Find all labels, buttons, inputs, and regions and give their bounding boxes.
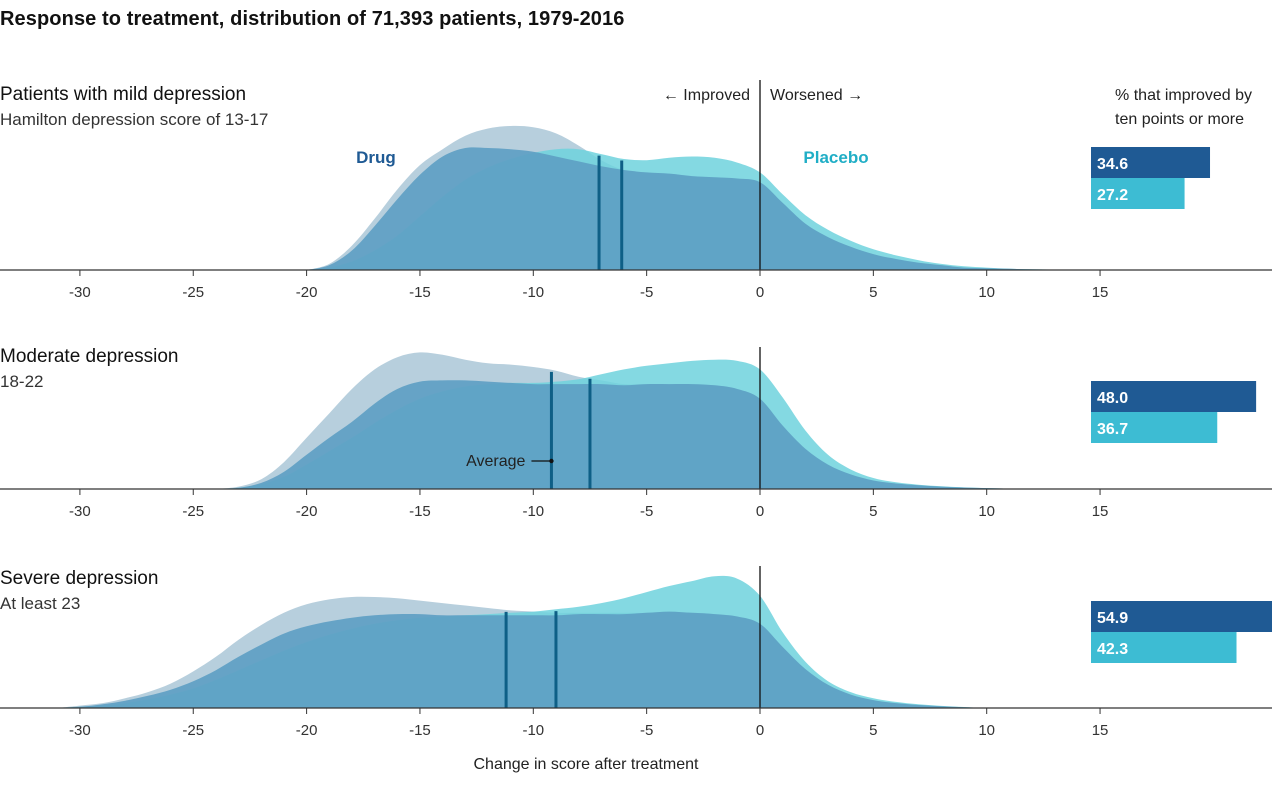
drug-pct-bar	[1091, 601, 1272, 632]
panel-title: Severe depression	[0, 568, 158, 589]
x-tick-label: -10	[522, 503, 544, 520]
average-pointer-dot	[549, 458, 554, 464]
placebo-series-label: Placebo	[803, 148, 868, 167]
x-tick-label: -25	[182, 503, 204, 520]
pct-header-line2: ten points or more	[1115, 111, 1244, 128]
x-tick-label: 0	[756, 284, 764, 301]
drug-pct-bar	[1091, 147, 1211, 178]
x-axis-label: Change in score after treatment	[473, 756, 699, 773]
placebo-pct-bar	[1091, 178, 1185, 209]
placebo-pct-bar	[1091, 412, 1218, 443]
x-tick-label: 0	[756, 722, 764, 739]
drug-area	[306, 147, 1101, 270]
x-tick-label: -20	[296, 503, 318, 520]
x-tick-label: -15	[409, 284, 431, 301]
placebo-pct-label: 42.3	[1097, 641, 1128, 658]
x-tick-label: -5	[640, 284, 653, 301]
x-tick-label: -30	[69, 722, 91, 739]
x-tick-label: -10	[522, 284, 544, 301]
x-tick-label: -5	[640, 722, 653, 739]
pct-header-line1: % that improved by	[1115, 87, 1252, 104]
panel-title: Moderate depression	[0, 346, 179, 367]
x-tick-label: -30	[69, 503, 91, 520]
drug-area	[57, 611, 987, 708]
drug-series-label: Drug	[356, 148, 396, 167]
x-tick-label: 15	[1092, 284, 1109, 301]
improved-label: ← Improved	[663, 87, 750, 104]
x-tick-label: 5	[869, 722, 877, 739]
average-annotation: Average	[466, 453, 525, 470]
x-tick-label: -15	[409, 722, 431, 739]
x-tick-label: -5	[640, 503, 653, 520]
x-tick-label: -25	[182, 722, 204, 739]
panel-title: Patients with mild depression	[0, 84, 246, 105]
drug-area	[215, 380, 1032, 489]
panel-subtitle: 18-22	[0, 372, 43, 391]
x-tick-label: -15	[409, 503, 431, 520]
placebo-pct-label: 36.7	[1097, 421, 1128, 438]
drug-pct-label: 48.0	[1097, 390, 1128, 407]
placebo-pct-bar	[1091, 632, 1237, 663]
x-tick-label: 5	[869, 503, 877, 520]
x-tick-label: 10	[978, 284, 995, 301]
x-tick-label: -30	[69, 284, 91, 301]
drug-pct-bar	[1091, 381, 1257, 412]
worsened-label: Worsened →	[770, 87, 863, 104]
x-tick-label: 15	[1092, 722, 1109, 739]
x-tick-label: 10	[978, 503, 995, 520]
x-tick-label: 10	[978, 722, 995, 739]
x-tick-label: -25	[182, 284, 204, 301]
chart-title: Response to treatment, distribution of 7…	[0, 8, 625, 30]
placebo-pct-label: 27.2	[1097, 187, 1128, 204]
x-tick-label: -20	[296, 284, 318, 301]
x-tick-label: 0	[756, 503, 764, 520]
drug-pct-label: 34.6	[1097, 156, 1128, 173]
x-tick-label: -20	[296, 722, 318, 739]
panel-subtitle: Hamilton depression score of 13-17	[0, 110, 268, 129]
x-tick-label: -10	[522, 722, 544, 739]
panel-subtitle: At least 23	[0, 594, 80, 613]
x-tick-label: 15	[1092, 503, 1109, 520]
x-tick-label: 5	[869, 284, 877, 301]
drug-pct-label: 54.9	[1097, 610, 1128, 627]
